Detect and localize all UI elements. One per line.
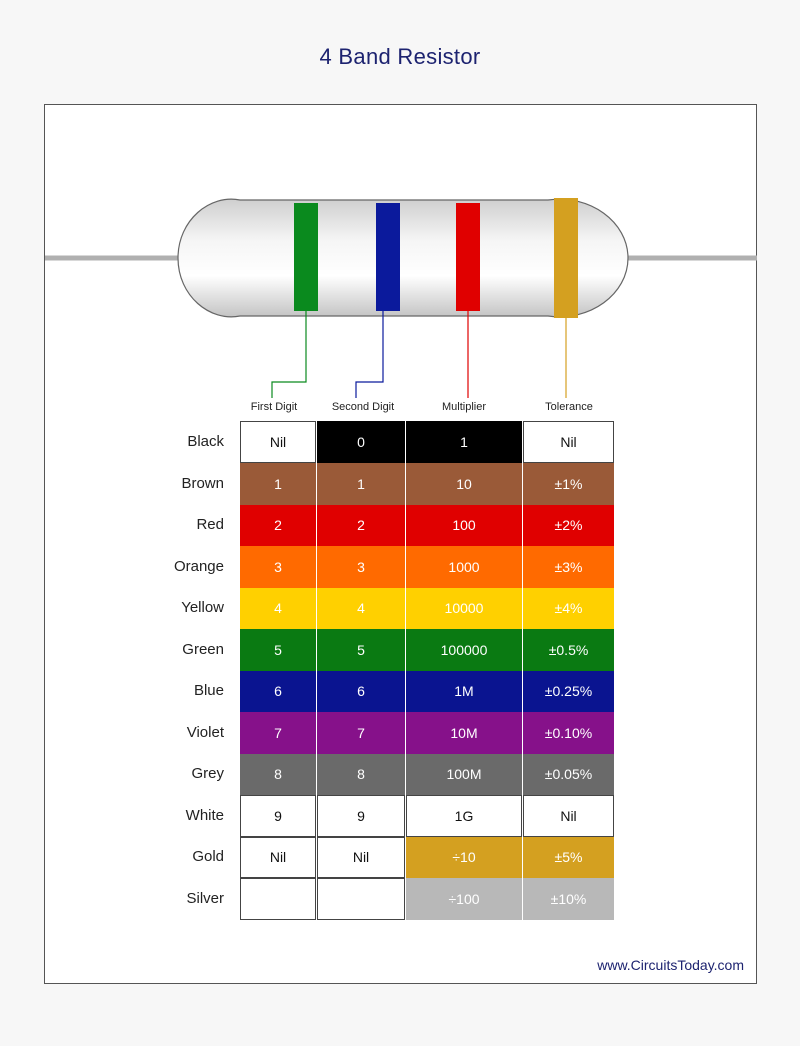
row-label-green: Green	[182, 640, 224, 658]
cell-black-tolerance: Nil	[523, 421, 614, 463]
cell-red-tolerance: ±2%	[523, 504, 614, 546]
cell-white-second-digit: 9	[317, 795, 405, 837]
cell-gold-tolerance: ±5%	[523, 836, 614, 878]
cell-white-multiplier: 1G	[406, 795, 522, 837]
cell-black-first-digit: Nil	[240, 421, 316, 463]
cell-orange-tolerance: ±3%	[523, 546, 614, 588]
cell-yellow-tolerance: ±4%	[523, 587, 614, 629]
row-label-gold: Gold	[192, 848, 224, 866]
cell-grey-first-digit: 8	[240, 753, 316, 795]
cell-yellow-multiplier: 10000	[406, 587, 522, 629]
row-label-brown: Brown	[181, 474, 224, 492]
row-label-white: White	[185, 806, 224, 824]
header-first-digit: First Digit	[250, 401, 298, 413]
cell-blue-second-digit: 6	[317, 670, 405, 712]
header-multiplier: Multiplier	[441, 401, 486, 413]
row-label-red: Red	[196, 516, 224, 534]
cell-grey-second-digit: 8	[317, 753, 405, 795]
cell-orange-first-digit: 3	[240, 546, 316, 588]
cell-green-second-digit: 5	[317, 629, 405, 671]
cell-silver-first-digit: Nil	[240, 878, 316, 920]
cell-silver-tolerance: ±10%	[523, 878, 614, 920]
cell-red-second-digit: 2	[317, 504, 405, 546]
row-label-violet: Violet	[186, 723, 224, 741]
cell-violet-multiplier: 10M	[406, 712, 522, 754]
cell-silver-second-digit: Nil	[317, 878, 405, 920]
row-label-orange: Orange	[173, 557, 224, 575]
cell-yellow-second-digit: 4	[317, 587, 405, 629]
cell-grey-tolerance: ±0.05%	[523, 753, 614, 795]
cell-blue-first-digit: 6	[240, 670, 316, 712]
row-label-grey: Grey	[191, 765, 224, 783]
cell-red-multiplier: 100	[406, 504, 522, 546]
band-multiplier	[456, 203, 480, 311]
cell-blue-tolerance: ±0.25%	[523, 670, 614, 712]
band-first-digit	[294, 203, 318, 311]
band-tolerance	[554, 198, 578, 318]
resistor-body	[177, 198, 629, 318]
cell-black-second-digit: 0	[317, 421, 405, 463]
cell-brown-multiplier: 10	[406, 463, 522, 505]
cell-red-first-digit: 2	[240, 504, 316, 546]
cell-violet-tolerance: ±0.10%	[523, 712, 614, 754]
row-label-yellow: Yellow	[181, 599, 224, 617]
leader-second-digit	[355, 311, 384, 398]
cell-brown-first-digit: 1	[240, 463, 316, 505]
cell-white-tolerance: Nil	[523, 795, 614, 837]
cell-green-first-digit: 5	[240, 629, 316, 671]
cell-grey-multiplier: 100M	[406, 753, 522, 795]
cell-orange-multiplier: 1000	[406, 546, 522, 588]
row-label-silver: Silver	[186, 889, 224, 907]
cell-gold-second-digit: Nil	[317, 836, 405, 878]
band-second-digit	[376, 203, 400, 311]
cell-violet-first-digit: 7	[240, 712, 316, 754]
row-label-blue: Blue	[193, 682, 224, 700]
cell-black-multiplier: 1	[406, 421, 522, 463]
page-title: 4 Band Resistor	[319, 44, 481, 69]
cell-orange-second-digit: 3	[317, 546, 405, 588]
cell-white-first-digit: 9	[240, 795, 316, 837]
cell-yellow-first-digit: 4	[240, 587, 316, 629]
cell-blue-multiplier: 1M	[406, 670, 522, 712]
cell-brown-tolerance: ±1%	[523, 463, 614, 505]
row-label-black: Black	[187, 433, 224, 450]
cell-green-multiplier: 100000	[406, 629, 522, 671]
cell-violet-second-digit: 7	[317, 712, 405, 754]
cell-gold-multiplier: ÷10	[406, 836, 522, 878]
cell-green-tolerance: ±0.5%	[523, 629, 614, 671]
header-tolerance: Tolerance	[545, 401, 593, 413]
color-code-table: Nil 0 1 Nil 1 1 10 ±1% 2 2 100 ±2% 3 3 1000 ±3% 4 4 10000 ±…	[240, 421, 614, 920]
header-second-digit: Second Digit	[331, 401, 395, 413]
leader-first-digit	[271, 311, 307, 398]
resistor-diagram	[45, 198, 757, 398]
cell-silver-multiplier: ÷100	[406, 878, 522, 920]
cell-gold-first-digit: Nil	[240, 836, 316, 878]
footer-credit: www.CircuitsToday.com	[597, 957, 744, 973]
cell-brown-second-digit: 1	[317, 463, 405, 505]
